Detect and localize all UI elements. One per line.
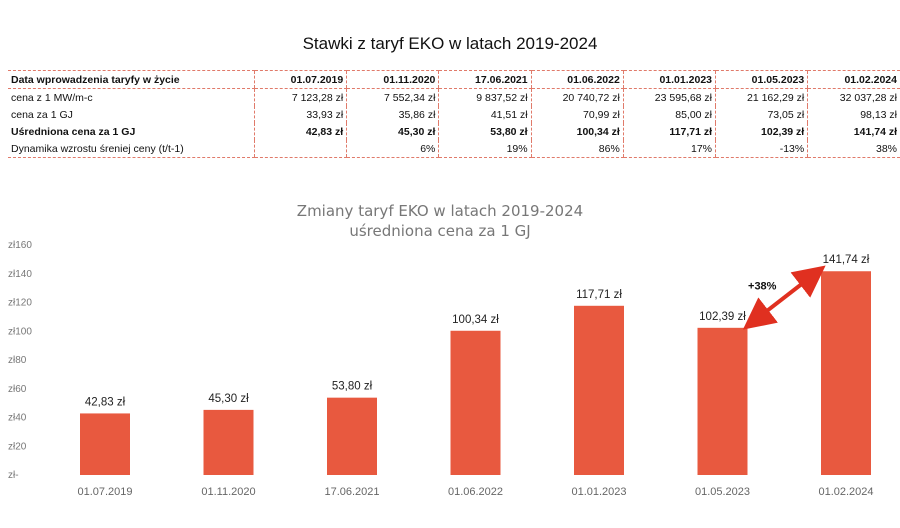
bar	[450, 330, 501, 475]
table-cell: 19%	[438, 140, 532, 158]
row-label: cena za 1 GJ	[11, 108, 73, 121]
table-header-row: Data wprowadzenia taryfy w życie 01.07.2…	[8, 70, 900, 89]
bar	[203, 409, 254, 475]
table-cell	[253, 140, 347, 158]
x-tick-label: 01.06.2022	[448, 486, 503, 498]
table-cell: 141,74 zł	[807, 123, 900, 140]
table-cell: 38%	[807, 140, 900, 158]
data-label: 141,74 zł	[823, 254, 870, 266]
y-tick-label: zł20	[8, 441, 27, 452]
y-tick-label: zł40	[8, 413, 27, 424]
y-tick-label: zł-	[8, 470, 19, 481]
bar	[574, 305, 624, 475]
table-cell: 41,51 zł	[438, 106, 532, 123]
bar	[697, 327, 748, 475]
bar	[80, 413, 130, 475]
table-row: cena z 1 MW/m-c 7 123,28 zł 7 552,34 zł …	[8, 88, 900, 106]
table-cell: 117,71 zł	[622, 123, 716, 140]
table-cell: 6%	[346, 140, 439, 158]
data-label: 42,83 zł	[85, 396, 126, 408]
growth-arrow	[742, 265, 826, 330]
row-label: Dynamika wzrostu śreniej ceny (t/t-1)	[8, 140, 255, 158]
data-label: 45,30 zł	[208, 393, 249, 405]
x-tick-label: 01.07.2019	[77, 486, 132, 498]
growth-annotation: +38%	[748, 281, 777, 293]
table-cell: 86%	[530, 140, 624, 158]
row-label: Uśredniona cena za 1 GJ	[11, 125, 136, 138]
x-tick-label: 01.01.2023	[571, 486, 626, 498]
header-date: 01.02.2024	[807, 70, 900, 89]
header-label: Data wprowadzenia taryfy w życie	[8, 70, 255, 89]
table-cell: 42,83 zł	[253, 123, 347, 140]
x-tick-label: 01.05.2023	[695, 486, 750, 498]
table-cell: 7 123,28 zł	[253, 88, 347, 106]
table-cell: 32 037,28 zł	[807, 88, 900, 106]
bar	[821, 271, 871, 475]
y-tick-label: zł120	[8, 298, 32, 309]
data-label: 102,39 zł	[699, 311, 746, 323]
page-title: Stawki z taryf EKO w latach 2019-2024	[302, 34, 598, 53]
table-row: Uśredniona cena za 1 GJ 42,83 zł 45,30 z…	[8, 123, 900, 140]
header-date: 01.07.2019	[253, 70, 347, 89]
table-cell: 17%	[622, 140, 716, 158]
table-cell: 85,00 zł	[622, 106, 716, 123]
x-tick-label: 01.02.2024	[818, 486, 873, 498]
table-row: Dynamika wzrostu śreniej ceny (t/t-1) 6%…	[8, 140, 900, 158]
y-tick-label: zł60	[8, 384, 27, 395]
table-cell: 21 162,29 zł	[715, 88, 808, 106]
table-cell: 9 837,52 zł	[438, 88, 532, 106]
table-cell: 73,05 zł	[715, 106, 808, 123]
data-label: 117,71 zł	[576, 289, 622, 301]
tariff-table: Data wprowadzenia taryfy w życie 01.07.2…	[8, 70, 900, 158]
table-cell: 100,34 zł	[530, 123, 624, 140]
table-cell: 33,93 zł	[253, 106, 347, 123]
table-cell: 98,13 zł	[807, 106, 900, 123]
chart-title: Zmiany taryf EKO w latach 2019-2024	[297, 202, 583, 220]
data-label: 53,80 zł	[332, 381, 373, 393]
table-cell: 102,39 zł	[715, 123, 808, 140]
table-cell: 7 552,34 zł	[346, 88, 439, 106]
row-label: cena z 1 MW/m-c	[11, 91, 93, 104]
header-date: 17.06.2021	[438, 70, 532, 89]
header-date: 01.01.2023	[622, 70, 716, 89]
table-cell: 53,80 zł	[438, 123, 532, 140]
header-date: 01.05.2023	[715, 70, 808, 89]
y-tick-label: zł160	[8, 240, 32, 251]
y-tick-label: zł140	[8, 269, 32, 280]
table-cell: 35,86 zł	[346, 106, 439, 123]
data-label: 100,34 zł	[452, 314, 499, 326]
table-cell: 23 595,68 zł	[622, 88, 716, 106]
table-cell: 70,99 zł	[530, 106, 624, 123]
bar	[327, 397, 377, 475]
x-tick-label: 17.06.2021	[324, 486, 379, 498]
y-tick-label: zł100	[8, 326, 32, 337]
header-date: 01.11.2020	[346, 70, 439, 89]
table-row: cena za 1 GJ 33,93 zł 35,86 zł 41,51 zł …	[8, 106, 900, 123]
table-cell: 20 740,72 zł	[530, 88, 624, 106]
table-cell: 45,30 zł	[346, 123, 439, 140]
x-tick-label: 01.11.2020	[201, 486, 255, 498]
y-tick-label: zł80	[8, 355, 27, 366]
chart-subtitle: uśredniona cena za 1 GJ	[349, 222, 530, 240]
table-cell: -13%	[715, 140, 808, 158]
header-date: 01.06.2022	[530, 70, 624, 89]
